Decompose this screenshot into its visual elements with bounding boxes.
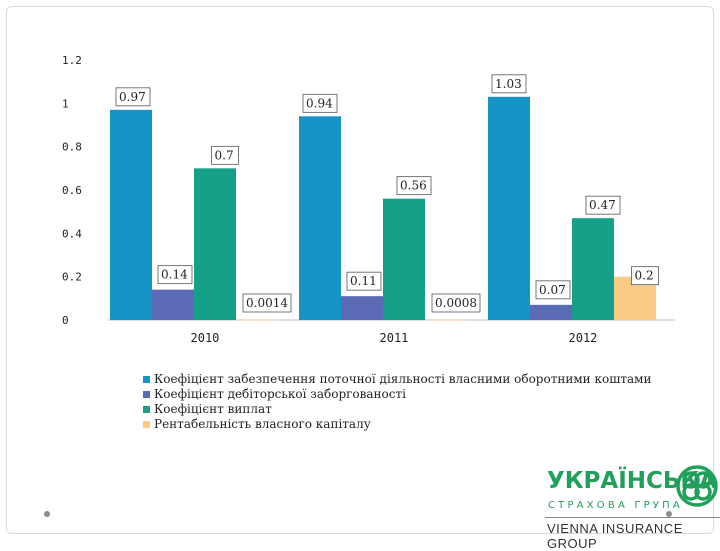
logo-divider: [545, 517, 720, 518]
data-label: 0.11: [350, 274, 377, 288]
data-label: 0.56: [400, 179, 427, 193]
bar: [383, 198, 425, 320]
data-label: 0.0014: [246, 296, 288, 310]
bar: [152, 289, 194, 320]
bar: [488, 96, 530, 320]
legend-swatch: [143, 421, 150, 428]
data-label: 0.47: [589, 198, 616, 212]
legend-label: Рентабельність власного капіталу: [154, 417, 371, 431]
y-tick-label: 0.2: [62, 271, 82, 284]
data-label-box: [157, 265, 193, 285]
logo-group-name: VIENNA INSURANCE GROUP: [547, 521, 683, 551]
bar: [299, 116, 341, 320]
data-label: 0.07: [539, 283, 566, 297]
legend-item: Коефіцієнт дебіторської заборгованості: [143, 387, 652, 402]
company-logo: УКРАЇНСЬКА СТРАХОВА ГРУПА VIENNA INSURAN…: [545, 462, 720, 551]
data-label: 0.7: [215, 148, 234, 162]
x-tick-label: 2010: [191, 331, 220, 345]
data-label: 0.14: [161, 268, 188, 282]
data-label-box: [242, 293, 292, 313]
x-tick-label: 2012: [569, 331, 598, 345]
bar: [236, 319, 278, 321]
legend-label: Коефіцієнт дебіторської заборгованості: [154, 387, 406, 401]
data-label-box: [115, 87, 151, 107]
y-tick-label: 1: [62, 97, 69, 110]
y-tick-label: 0.8: [62, 141, 82, 154]
slide-border: [6, 6, 714, 534]
bar: [425, 319, 467, 321]
data-label-box: [211, 145, 239, 165]
bar: [341, 296, 383, 320]
bar: [194, 168, 236, 320]
data-label-box: [302, 93, 338, 113]
y-tick-label: 1.2: [62, 54, 82, 67]
bar: [572, 218, 614, 320]
data-label-box: [346, 271, 382, 291]
data-label-box: [396, 176, 432, 196]
y-tick-label: 0.6: [62, 184, 82, 197]
logo-subtitle: СТРАХОВА ГРУПА: [548, 500, 683, 511]
bar: [110, 109, 152, 320]
logo-knot-icon: [676, 465, 718, 507]
data-label: 0.0008: [435, 296, 477, 310]
data-label: 0.2: [635, 269, 654, 283]
data-label-box: [491, 74, 527, 94]
legend-swatch: [143, 391, 150, 398]
legend-item: Коефіцієнт забезпечення поточної діяльно…: [143, 372, 652, 387]
data-label-box: [535, 280, 571, 300]
data-label-box: [431, 293, 481, 313]
data-label-box: [585, 195, 621, 215]
legend-swatch: [143, 406, 150, 413]
data-label-box: [631, 266, 659, 286]
y-tick-label: 0.4: [62, 227, 82, 240]
legend-label: Коефіцієнт виплат: [154, 402, 272, 416]
data-label: 0.97: [119, 90, 146, 104]
legend-item: Коефіцієнт виплат: [143, 402, 652, 417]
legend-item: Рентабельність власного капіталу: [143, 417, 652, 432]
corner-dot-right: [666, 511, 672, 517]
x-tick-label: 2011: [380, 331, 409, 345]
bar: [530, 304, 572, 320]
data-label: 0.94: [306, 96, 333, 110]
data-label: 1.03: [495, 77, 522, 91]
corner-dot-left: [44, 511, 50, 517]
chart-legend: Коефіцієнт забезпечення поточної діяльно…: [143, 372, 652, 432]
y-tick-label: 0: [62, 314, 69, 327]
legend-label: Коефіцієнт забезпечення поточної діяльно…: [154, 372, 652, 386]
legend-swatch: [143, 376, 150, 383]
